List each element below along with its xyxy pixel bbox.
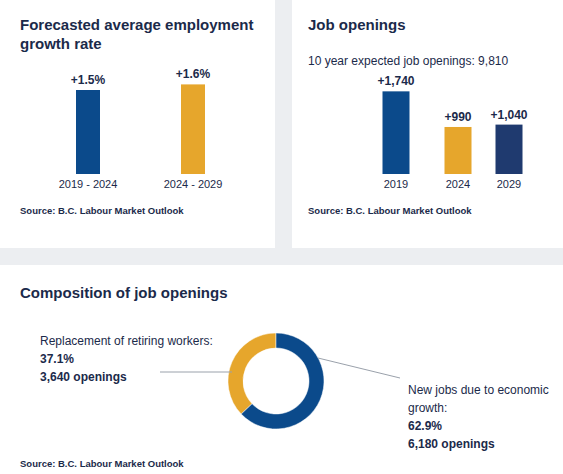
category-label: 2029: [497, 178, 521, 190]
bar: [383, 91, 410, 174]
bar: [445, 127, 472, 174]
openings-label: 3,640 openings: [40, 368, 230, 386]
data-label: 37.1%: [40, 350, 230, 368]
source: Source: B.C. Labour Market Outlook: [308, 205, 472, 216]
chart-subtitle: 10 year expected job openings: 9,810: [308, 52, 508, 70]
bar: [76, 90, 100, 174]
category-label: New jobs due to economic growth:: [408, 381, 558, 417]
slice-label: New jobs due to economic growth:62.9%6,1…: [408, 381, 558, 453]
category-label: 2019: [384, 178, 408, 190]
bars: [383, 91, 523, 174]
data-label: +1,740: [377, 74, 414, 88]
data-label: +1.6%: [176, 67, 211, 81]
source: Source: B.C. Labour Market Outlook: [20, 458, 184, 469]
chart-title: Job openings: [308, 15, 548, 34]
chart-title: Composition of job openings: [20, 283, 227, 302]
slice-label: Replacement of retiring workers:37.1%3,6…: [40, 332, 230, 386]
data-label: +1,040: [490, 108, 527, 122]
data-label: +990: [444, 110, 471, 124]
category-label: 2024: [446, 178, 470, 190]
bar: [496, 125, 523, 174]
slice: [241, 333, 324, 429]
category-label: Replacement of retiring workers:: [40, 332, 230, 350]
bars: [76, 84, 205, 174]
openings-label: 6,180 openings: [408, 435, 558, 453]
slice: [228, 333, 276, 414]
bar: [181, 84, 205, 174]
leader-line: [318, 358, 400, 378]
category-label: 2024 - 2029: [164, 178, 223, 190]
category-label: 2019 - 2024: [59, 178, 118, 190]
chart-canvas: +1.5% 2019 - 2024 +1.6% 2024 - 2029 Source: …: [0, 0, 563, 474]
slices: [228, 333, 324, 429]
chart-title: Forecasted average employment growth rat…: [20, 15, 270, 53]
data-label: 62.9%: [408, 417, 558, 435]
source: Source: B.C. Labour Market Outlook: [20, 205, 184, 216]
data-label: +1.5%: [71, 73, 106, 87]
leader-line: [160, 372, 232, 373]
